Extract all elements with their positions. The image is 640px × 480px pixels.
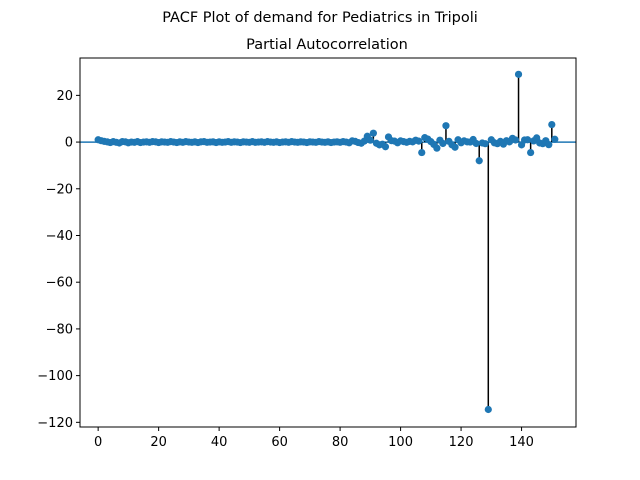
x-tick-label: 20: [150, 435, 167, 450]
x-tick-label: 100: [388, 435, 413, 450]
pacf-point: [524, 136, 532, 144]
chart-title: Partial Autocorrelation: [246, 37, 408, 53]
pacf-point: [527, 148, 535, 157]
pacf-point: [551, 135, 559, 143]
pacf-point: [439, 139, 447, 148]
pacf-point: [545, 141, 553, 149]
plot-frame: [79, 57, 577, 428]
x-tick-label: 40: [211, 435, 228, 450]
pacf-point: [415, 137, 423, 145]
y-tick-label: 20: [56, 89, 73, 104]
pacf-point: [514, 70, 523, 78]
y-tick-label: 0: [65, 136, 73, 151]
figure-suptitle: PACF Plot of demand for Pediatrics in Tr…: [162, 10, 478, 26]
pacf-point: [451, 143, 459, 151]
pacf-point: [433, 144, 441, 152]
pacf-point: [472, 139, 480, 148]
markers-layer: [94, 70, 559, 414]
x-tick-label: 80: [332, 435, 349, 450]
pacf-point: [418, 148, 426, 157]
pacf-point: [366, 136, 374, 144]
pacf-point: [369, 129, 377, 137]
pacf-point: [548, 120, 556, 129]
y-tick-label: −100: [37, 369, 73, 384]
x-tick-label: 140: [509, 435, 534, 450]
y-tick-label: −60: [46, 276, 73, 291]
pacf-point: [481, 140, 489, 148]
pacf-point: [475, 157, 483, 165]
x-tick-label: 60: [271, 435, 288, 450]
x-tick-label: 0: [94, 435, 102, 450]
y-tick-label: −120: [37, 416, 73, 431]
pacf-point: [442, 122, 450, 130]
axes-layer: 0 20 40 60 80 100 120 140 −120 −100 −80 −60 −40 −20 0 2…: [37, 57, 577, 450]
y-tick-label: −20: [46, 182, 73, 197]
stems-layer: [97, 74, 556, 410]
y-tick-label: −80: [46, 322, 73, 337]
pacf-point: [484, 405, 492, 414]
pacf-point: [511, 136, 520, 144]
y-tick-label: −40: [46, 229, 73, 244]
pacf-point: [381, 143, 390, 151]
x-tick-label: 120: [449, 435, 474, 450]
